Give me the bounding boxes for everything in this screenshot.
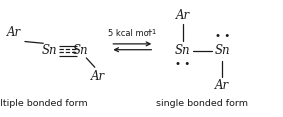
Text: Ar: Ar — [215, 79, 229, 92]
Text: • •: • • — [215, 31, 230, 41]
Text: single bonded form: single bonded form — [156, 99, 248, 108]
Text: Ar: Ar — [91, 69, 105, 83]
Text: • •: • • — [175, 59, 190, 69]
Text: 5 kcal mol: 5 kcal mol — [108, 29, 151, 38]
Text: Sn: Sn — [175, 44, 190, 57]
Text: Sn: Sn — [214, 44, 230, 57]
Text: Sn: Sn — [73, 44, 89, 57]
Text: multiple bonded form: multiple bonded form — [0, 99, 88, 108]
Text: Sn: Sn — [42, 44, 57, 57]
Text: Ar: Ar — [175, 9, 190, 22]
Text: Ar: Ar — [7, 26, 21, 39]
Text: −1: −1 — [146, 29, 157, 35]
